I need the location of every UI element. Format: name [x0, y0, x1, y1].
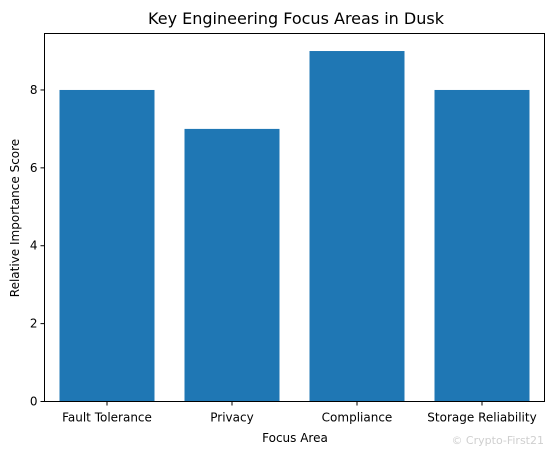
- x-tick-label: Privacy: [210, 411, 253, 425]
- y-tick-label: 8: [30, 83, 38, 97]
- bar: [184, 128, 280, 402]
- bars-group: [59, 51, 530, 402]
- x-tick-label: Compliance: [322, 411, 393, 425]
- y-tick-label: 4: [30, 239, 38, 253]
- x-tick-label: Fault Tolerance: [62, 411, 152, 425]
- bar: [59, 89, 155, 402]
- y-axis: 0 2 4 6 8: [30, 83, 45, 409]
- chart-title: Key Engineering Focus Areas in Dusk: [148, 9, 445, 28]
- x-axis-label: Focus Area: [262, 431, 328, 445]
- y-tick-label: 6: [30, 161, 38, 175]
- bar: [309, 51, 405, 402]
- x-tick-label: Storage Reliability: [427, 411, 536, 425]
- watermark: © Crypto-First21: [451, 434, 544, 447]
- x-axis: Fault Tolerance Privacy Compliance Storage …: [62, 401, 537, 425]
- y-axis-label: Relative Importance Score: [8, 139, 22, 297]
- y-tick-label: 0: [30, 395, 38, 409]
- bar: [434, 89, 530, 402]
- y-tick-label: 2: [30, 317, 38, 331]
- plot-frame: [44, 33, 545, 402]
